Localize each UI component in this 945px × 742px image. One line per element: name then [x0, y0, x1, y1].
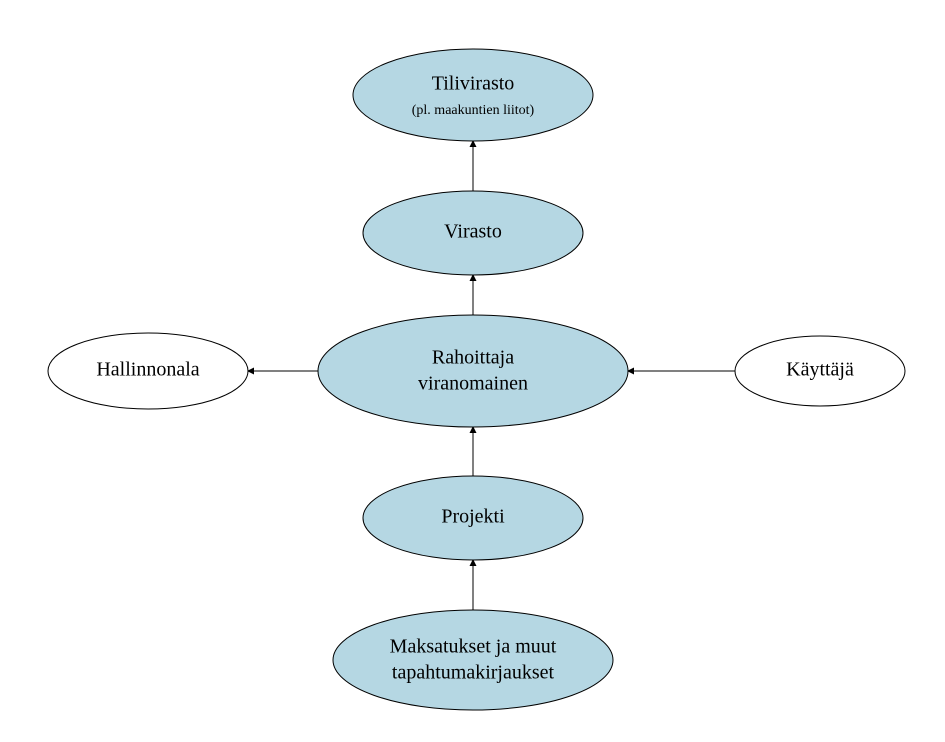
node-rahoittaja: Rahoittaja viranomainen: [318, 315, 628, 427]
node-hallinnonala: Hallinnonala: [48, 333, 248, 409]
node-kayttaja: Käyttäjä: [735, 336, 905, 406]
node-rahoittaja-label: Rahoittaja: [432, 347, 514, 369]
node-kayttaja-label: Käyttäjä: [786, 359, 854, 381]
node-tilivirasto: Tilivirasto (pl. maakuntien liitot): [353, 49, 593, 141]
node-rahoittaja-label: viranomainen: [418, 373, 528, 395]
node-virasto-label: Virasto: [444, 221, 502, 243]
node-maksatukset-label: Maksatukset ja muut: [390, 636, 557, 658]
node-virasto: Virasto: [363, 191, 583, 275]
node-tilivirasto-label: (pl. maakuntien liitot): [412, 103, 535, 118]
node-tilivirasto-label: Tilivirasto: [432, 73, 515, 95]
node-maksatukset-label: tapahtumakirjaukset: [392, 662, 555, 684]
node-projekti: Projekti: [363, 476, 583, 560]
node-hallinnonala-label: Hallinnonala: [96, 359, 199, 381]
flowchart-diagram: Tilivirasto (pl. maakuntien liitot) Virast…: [0, 0, 945, 742]
node-maksatukset: Maksatukset ja muut tapahtumakirjaukset: [333, 610, 613, 710]
node-projekti-label: Projekti: [441, 506, 505, 528]
